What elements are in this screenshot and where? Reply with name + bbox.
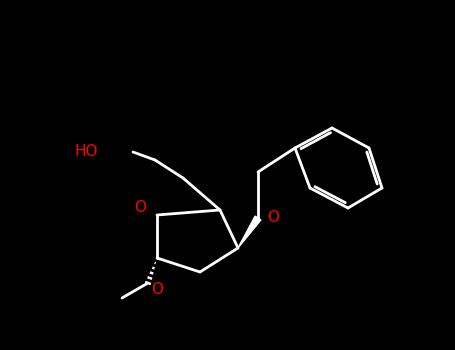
Text: HO: HO — [75, 145, 98, 160]
Polygon shape — [238, 216, 261, 248]
Text: O: O — [151, 282, 163, 298]
Text: O: O — [134, 201, 146, 216]
Text: O: O — [267, 210, 279, 225]
